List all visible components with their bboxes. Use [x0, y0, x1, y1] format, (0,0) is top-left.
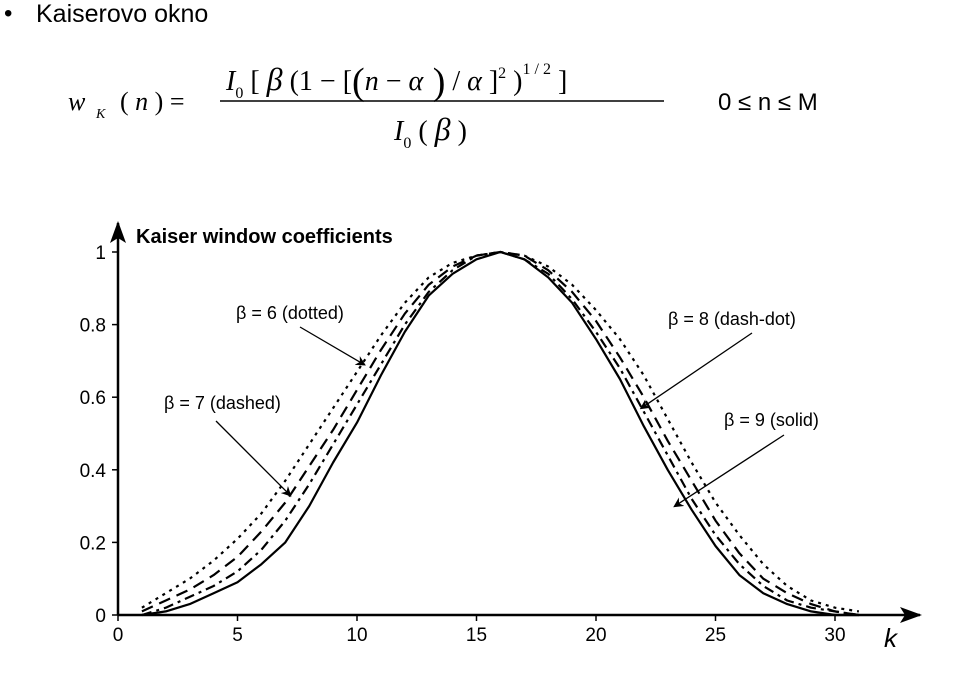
formula-denominator: I0 ( β ) — [393, 111, 467, 152]
chart-title: Kaiser window coefficients — [136, 226, 393, 248]
kaiser-window-chart: 0 5 10 15 20 25 30 0 0.2 0.4 0.6 0.8 1 β = 6 (dotted… — [80, 221, 922, 653]
x-tick-label: 20 — [585, 625, 606, 646]
chart-series — [141, 250, 860, 617]
y-tick-label: 0.4 — [80, 461, 107, 482]
x-axis-label: k — [884, 623, 899, 653]
x-tick-label: 10 — [346, 625, 367, 646]
x-tick-label: 5 — [232, 625, 243, 646]
x-tick-label: 30 — [824, 625, 845, 646]
annotation-arrow-2 — [215, 420, 292, 497]
kaiser-formula: w K ( n ) = I0 [ β (1 − [(n − α ) / α ]2… — [68, 61, 818, 152]
x-tick-label: 15 — [466, 625, 487, 646]
series-line-1 — [141, 250, 860, 613]
annotation-arrow-4 — [673, 434, 785, 508]
y-tick-label: 0 — [95, 606, 106, 627]
y-tick-label: 1 — [95, 243, 106, 264]
formula-numerator: I0 [ β (1 − [(n − α ) / α ]2 )1 / 2 ] — [225, 61, 567, 103]
bullet-marker: • — [4, 0, 13, 27]
formula-lhs-paren: ( n ) = — [120, 87, 185, 116]
annotation-label-3: β = 8 (dash-dot) — [668, 309, 796, 329]
y-tick-label: 0.8 — [80, 316, 106, 337]
y-tick-label: 0.6 — [80, 388, 106, 409]
chart-annotations: β = 6 (dotted) β = 7 (dashed) β = 8 (dash-… — [164, 303, 819, 508]
y-tick-label: 0.2 — [80, 533, 106, 554]
x-tick-label: 0 — [113, 625, 124, 646]
formula-range: 0 ≤ n ≤ M — [718, 89, 818, 116]
annotation-label-1: β = 6 (dotted) — [236, 303, 344, 323]
annotation-label-4: β = 9 (solid) — [724, 410, 819, 430]
annotation-label-2: β = 7 (dashed) — [164, 393, 281, 413]
formula-lhs-subscript: K — [95, 107, 106, 122]
formula-lhs-w: w — [68, 87, 86, 116]
slide-title: Kaiserovo okno — [36, 0, 209, 28]
chart-ticks: 0 5 10 15 20 25 30 0 0.2 0.4 0.6 0.8 1 — [80, 243, 846, 646]
x-tick-label: 25 — [705, 625, 726, 646]
series-line-4 — [141, 250, 859, 617]
chart-axes — [110, 221, 922, 623]
annotation-arrow-3 — [639, 332, 753, 410]
annotation-arrow-1 — [299, 326, 366, 366]
